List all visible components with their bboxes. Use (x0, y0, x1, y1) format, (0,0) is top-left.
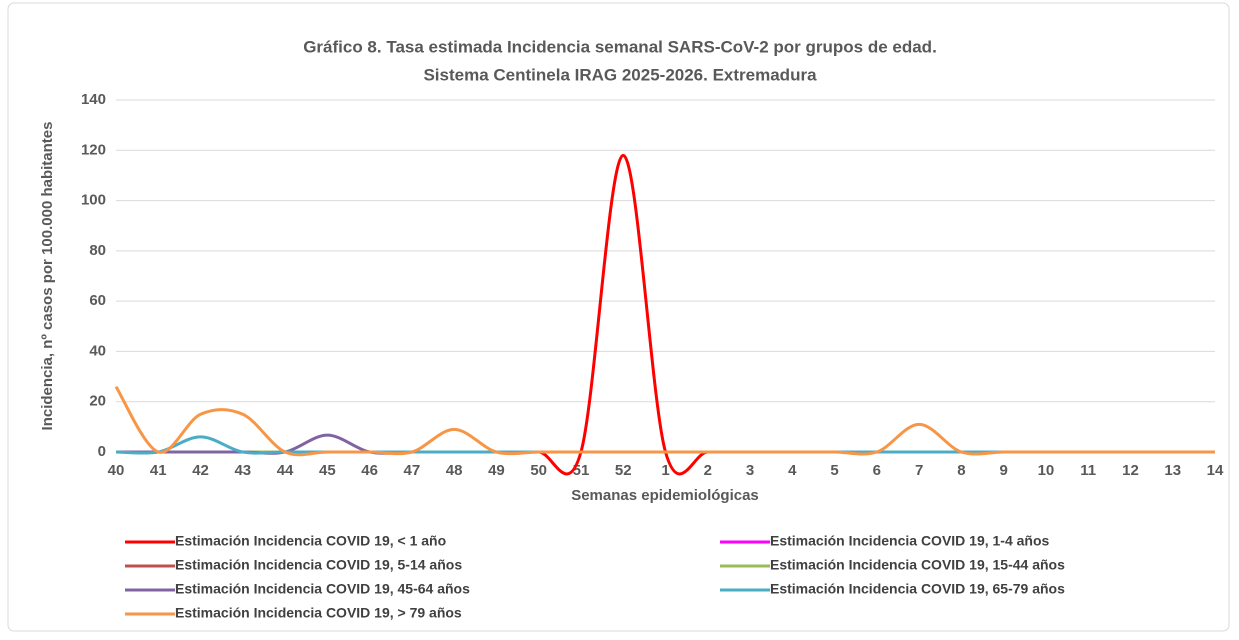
chart-title: Gráfico 8. Tasa estimada Incidencia sema… (303, 37, 937, 56)
chart-subtitle: Sistema Centinela IRAG 2025-2026. Extrem… (423, 65, 817, 84)
y-tick-label: 40 (89, 342, 106, 359)
x-tick-label: 45 (319, 462, 336, 479)
x-tick-label: 6 (873, 462, 881, 479)
y-axis-label: Incidencia, nº casos por 100.000 habitan… (39, 122, 56, 431)
legend-label: Estimación Incidencia COVID 19, > 79 año… (175, 605, 462, 621)
x-tick-label: 12 (1122, 462, 1139, 479)
x-tick-label: 13 (1164, 462, 1181, 479)
y-tick-label: 0 (98, 443, 106, 460)
legend-label: Estimación Incidencia COVID 19, 15-44 añ… (770, 557, 1065, 573)
x-tick-label: 44 (277, 462, 294, 479)
y-tick-label: 80 (89, 242, 106, 259)
legend-label: Estimación Incidencia COVID 19, 65-79 añ… (770, 581, 1065, 597)
x-tick-label: 5 (830, 462, 838, 479)
legend-label: Estimación Incidencia COVID 19, 45-64 añ… (175, 581, 470, 597)
x-tick-label: 47 (404, 462, 421, 479)
x-tick-label: 49 (488, 462, 505, 479)
x-axis-label: Semanas epidemiológicas (571, 487, 759, 504)
x-tick-label: 11 (1080, 462, 1096, 479)
x-tick-label: 50 (530, 462, 547, 479)
y-tick-label: 60 (89, 292, 106, 309)
y-tick-label: 100 (81, 192, 106, 209)
x-tick-label: 8 (957, 462, 965, 479)
x-tick-label: 10 (1038, 462, 1055, 479)
x-tick-label: 3 (746, 462, 754, 479)
x-tick-label: 14 (1207, 462, 1224, 479)
x-tick-label: 4 (788, 462, 797, 479)
legend-label: Estimación Incidencia COVID 19, < 1 año (175, 533, 446, 549)
y-tick-label: 140 (81, 91, 106, 108)
x-tick-label: 48 (446, 462, 463, 479)
x-tick-label: 9 (999, 462, 1007, 479)
y-tick-label: 20 (89, 393, 106, 410)
x-tick-label: 1 (661, 462, 669, 479)
x-tick-label: 46 (361, 462, 378, 479)
x-tick-label: 41 (150, 462, 167, 479)
legend-label: Estimación Incidencia COVID 19, 5-14 año… (175, 557, 462, 573)
x-tick-label: 40 (108, 462, 125, 479)
chart-frame (7, 2, 1230, 632)
x-tick-label: 2 (704, 462, 712, 479)
x-tick-label: 7 (915, 462, 923, 479)
series-line (114, 385, 1215, 457)
legend-label: Estimación Incidencia COVID 19, 1-4 años (770, 533, 1050, 549)
x-tick-label: 42 (192, 462, 209, 479)
x-tick-label: 43 (234, 462, 251, 479)
x-tick-label: 52 (615, 462, 632, 479)
y-tick-label: 120 (81, 141, 106, 158)
